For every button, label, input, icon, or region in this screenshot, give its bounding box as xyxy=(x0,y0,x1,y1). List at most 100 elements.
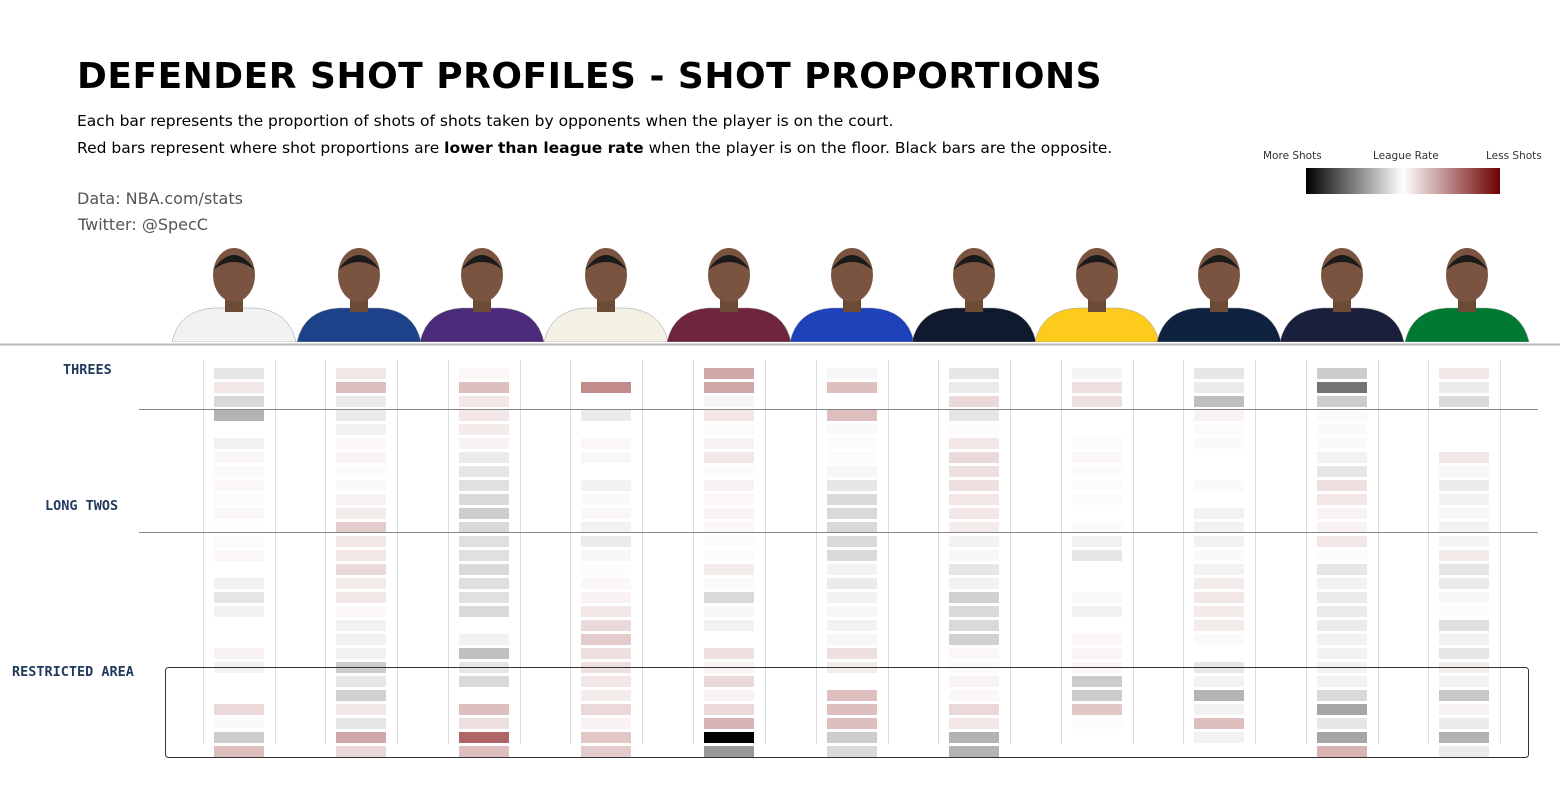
heatmap-cell xyxy=(1439,564,1489,575)
player-jersey xyxy=(543,307,669,342)
heatmap-cell xyxy=(459,676,509,687)
player-hair xyxy=(953,255,995,270)
heatmap-cell xyxy=(1194,718,1244,729)
heatmap-cell xyxy=(949,550,999,561)
heatmap-cell xyxy=(336,550,386,561)
heatmap-cell xyxy=(704,494,754,505)
heatmap-cell xyxy=(214,746,264,757)
heatmap-cell xyxy=(1194,438,1244,449)
heatmap-cell xyxy=(1317,676,1367,687)
heatmap-cell xyxy=(459,746,509,757)
player-jersey xyxy=(666,307,792,342)
heatmap-cell xyxy=(336,676,386,687)
player-headshot xyxy=(789,248,915,342)
heatmap-cell xyxy=(1317,368,1367,379)
player-headshot xyxy=(1034,248,1160,342)
heatmap-cell xyxy=(1317,382,1367,393)
heatmap-cell xyxy=(336,522,386,533)
heatmap-cell xyxy=(581,634,631,645)
heatmap-cell xyxy=(336,452,386,463)
heatmap-cell xyxy=(214,382,264,393)
heatmap-cell xyxy=(459,536,509,547)
heatmap-cell xyxy=(581,564,631,575)
heatmap-cell xyxy=(827,592,877,603)
player-headshot xyxy=(1279,248,1405,342)
heatmap-cell xyxy=(1439,494,1489,505)
heatmap-cell xyxy=(1194,606,1244,617)
heatmap-cell xyxy=(949,592,999,603)
heatmap-cell xyxy=(827,704,877,715)
heatmap-cell xyxy=(459,592,509,603)
subtitle-line-2-start: Red bars represent where shot proportion… xyxy=(77,139,445,157)
player-jersey xyxy=(1279,307,1405,342)
player-jersey xyxy=(1034,307,1160,342)
heatmap-cell xyxy=(827,424,877,435)
heatmap-cell xyxy=(949,480,999,491)
heatmap-cell xyxy=(581,578,631,589)
heatmap-cell xyxy=(336,732,386,743)
player-jersey xyxy=(789,307,915,342)
heatmap-cell xyxy=(949,508,999,519)
heatmap-cell xyxy=(1439,732,1489,743)
heatmap-cell xyxy=(1194,690,1244,701)
heatmap-cell xyxy=(827,606,877,617)
heatmap-cell xyxy=(459,550,509,561)
heatmap-cell xyxy=(459,564,509,575)
heatmap-cell xyxy=(949,536,999,547)
player-hair xyxy=(1321,255,1363,270)
heatmap-cell xyxy=(214,508,264,519)
heatmap-cell xyxy=(459,368,509,379)
player-headshot xyxy=(911,248,1037,342)
heatmap-cell xyxy=(949,620,999,631)
heatmap-cell xyxy=(704,704,754,715)
heatmap-cell xyxy=(704,508,754,519)
heatmap-cell xyxy=(459,648,509,659)
heatmap-cell xyxy=(1072,452,1122,463)
heatmap-cell xyxy=(581,718,631,729)
heatmap-cell xyxy=(581,648,631,659)
subtitle-line-2-bold: lower than league rate xyxy=(444,139,644,157)
heatmap-cell xyxy=(581,522,631,533)
heatmap-cell xyxy=(949,648,999,659)
heatmap-cell xyxy=(459,396,509,407)
heatmap-cell xyxy=(459,424,509,435)
player-hair xyxy=(585,255,627,270)
heatmap-cell xyxy=(1317,480,1367,491)
heatmap-cell xyxy=(459,466,509,477)
heatmap-cell xyxy=(214,396,264,407)
heatmap-cell xyxy=(1194,522,1244,533)
heatmap-cell xyxy=(1317,396,1367,407)
player-headshot xyxy=(1404,248,1530,342)
heatmap-cell xyxy=(214,410,264,421)
heatmap-cell xyxy=(827,564,877,575)
heatmap-cell xyxy=(1072,466,1122,477)
player-jersey xyxy=(171,307,297,342)
heatmap-cell xyxy=(459,410,509,421)
heatmap-cell xyxy=(1194,676,1244,687)
heatmap-cell xyxy=(214,592,264,603)
heatmap-cell xyxy=(704,480,754,491)
legend-colorbar xyxy=(1306,168,1500,194)
heatmap-cell xyxy=(704,676,754,687)
heatmap-cell xyxy=(827,480,877,491)
heatmap-cell xyxy=(949,564,999,575)
player-headshot xyxy=(171,248,297,342)
heatmap-cell xyxy=(1072,368,1122,379)
heatmap-cell xyxy=(1072,592,1122,603)
heatmap-cell xyxy=(1194,704,1244,715)
heatmap-cell xyxy=(1194,732,1244,743)
legend-more-label: More Shots xyxy=(1263,150,1322,162)
heatmap-cell xyxy=(1439,382,1489,393)
heatmap-cell xyxy=(581,382,631,393)
heatmap-cell xyxy=(1439,396,1489,407)
heatmap-cell xyxy=(1317,550,1367,561)
heatmap-cell xyxy=(827,382,877,393)
heatmap-cell xyxy=(1317,578,1367,589)
player-jersey xyxy=(1404,307,1530,342)
player-headshot xyxy=(1156,248,1282,342)
heatmap-cell xyxy=(949,494,999,505)
heatmap-cell xyxy=(336,718,386,729)
heatmap-cell xyxy=(1439,452,1489,463)
heatmap-cell xyxy=(1439,368,1489,379)
heatmap-cell xyxy=(336,382,386,393)
